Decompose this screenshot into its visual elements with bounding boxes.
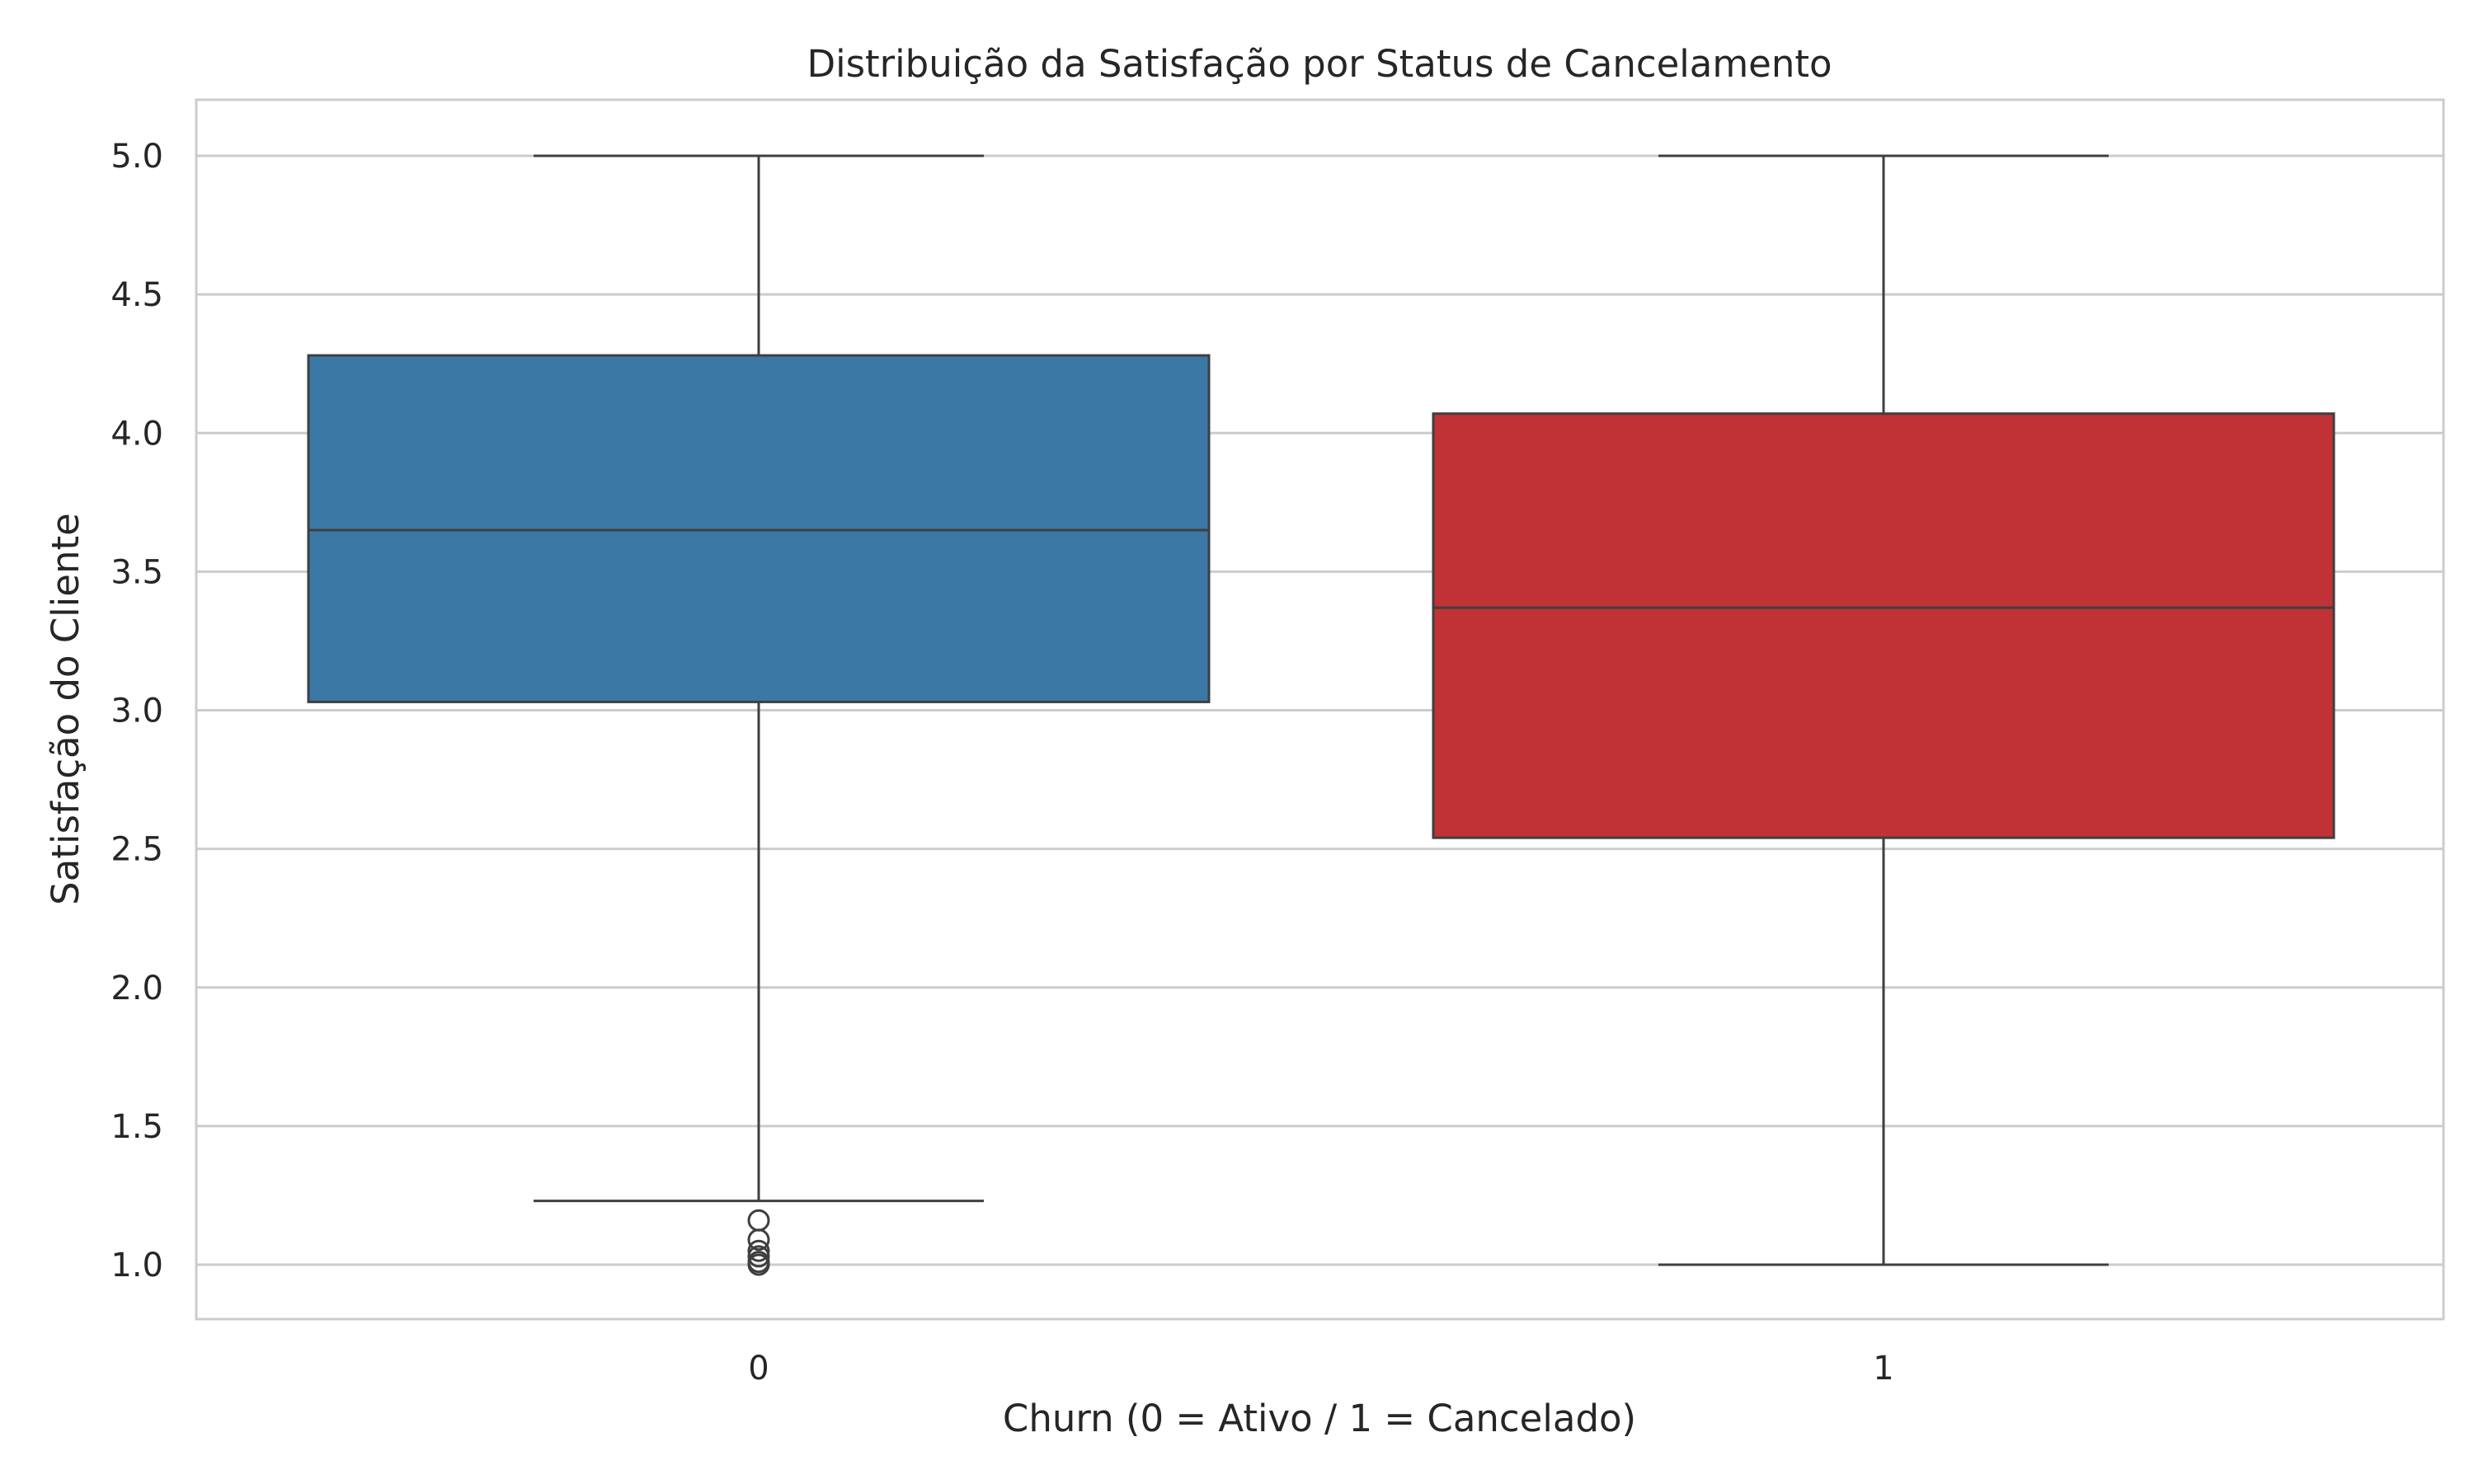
y-tick-label: 2.0: [111, 970, 163, 1007]
y-tick-label: 5.0: [111, 138, 163, 176]
boxes: [307, 154, 2335, 1276]
y-tick-label: 1.5: [111, 1108, 163, 1146]
x-axis-label: Churn (0 = Ativo / 1 = Cancelado): [1003, 1397, 1636, 1440]
y-tick-label: 1.0: [111, 1247, 163, 1284]
outlier-point: [747, 1253, 770, 1276]
outlier-point: [747, 1239, 770, 1262]
y-tick-label: 2.5: [111, 831, 163, 869]
y-tick-label: 3.5: [111, 553, 163, 591]
box-group: [1432, 154, 2335, 1266]
y-axis-label: Satisfação do Cliente: [44, 513, 87, 905]
box: [1432, 412, 2335, 839]
y-tick-label: 3.0: [111, 693, 163, 730]
y-tick-labels: 1.0 1.5 2.0 2.5 3.0 3.5 4.0 4.5 5.0: [111, 138, 163, 1284]
outlier-point: [747, 1245, 770, 1268]
y-tick-label: 4.0: [111, 415, 163, 453]
x-tick-label: 0: [748, 1350, 769, 1388]
outlier-point: [747, 1228, 770, 1252]
box-group: [307, 154, 1211, 1276]
box: [307, 354, 1211, 703]
y-tick-label: 4.5: [111, 276, 163, 314]
x-tick-label: 1: [1873, 1350, 1893, 1388]
chart-title: Distribuição da Satisfação por Status de…: [807, 42, 1832, 86]
